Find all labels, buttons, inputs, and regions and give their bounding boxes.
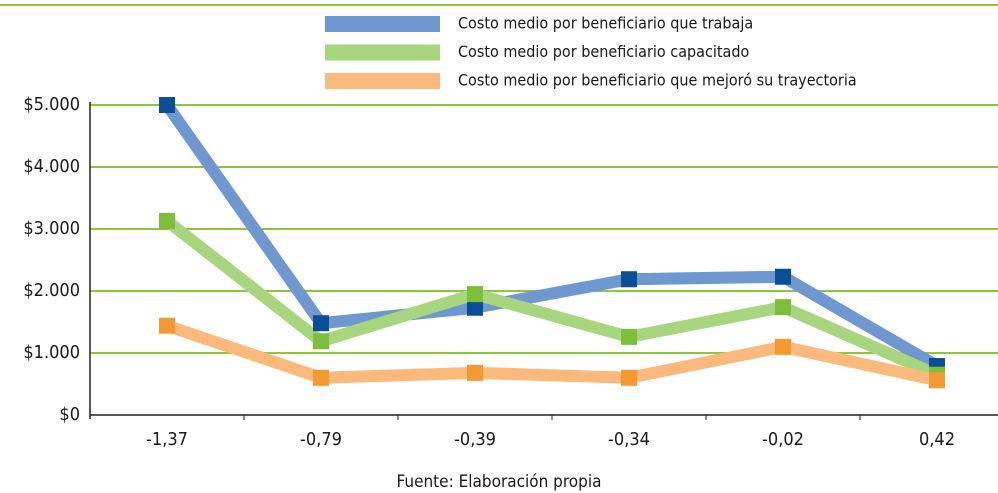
legend-swatch — [325, 73, 440, 89]
marker — [159, 97, 175, 113]
marker — [621, 328, 637, 345]
legend-label: Costo medio por beneficiario que trabaja — [458, 14, 753, 33]
marker — [467, 299, 483, 316]
legend-swatch — [325, 16, 440, 32]
x-tick-label: -0,34 — [608, 429, 650, 450]
series-line — [162, 101, 941, 372]
source: Fuente: Elaboración propia — [397, 472, 602, 492]
legend-label: Costo medio por beneficiario que mejoró … — [458, 71, 857, 90]
y-tick-label: $1.000 — [23, 342, 80, 363]
x-tick-label: -0,39 — [454, 429, 496, 450]
x-tick-label: -0,02 — [762, 429, 804, 450]
x-tick-label: -1,37 — [146, 429, 188, 450]
y-tick-label: $2.000 — [23, 280, 80, 301]
series-line — [165, 320, 939, 387]
series-line — [163, 216, 940, 381]
marker — [621, 369, 637, 386]
marker — [775, 299, 791, 316]
y-tick-label: $0 — [59, 404, 80, 425]
marker — [159, 317, 175, 334]
marker — [467, 364, 483, 381]
legend-label: Costo medio por beneficiario capacitado — [458, 42, 749, 61]
x-tick-label: -0,79 — [300, 429, 342, 450]
marker — [467, 286, 483, 303]
marker — [621, 271, 637, 288]
marker — [929, 372, 945, 389]
y-tick-label: $5.000 — [23, 94, 80, 115]
marker — [313, 315, 329, 332]
y-tick-label: $3.000 — [23, 218, 80, 239]
marker — [313, 333, 329, 350]
marker — [775, 268, 791, 285]
labels: $0 $1.000 $2.000 $3.000 $4.000 $5.000 -1,37 -0,… — [23, 14, 955, 451]
x-tick-label: 0,42 — [919, 429, 955, 450]
legend-swatch — [325, 44, 440, 61]
lines — [159, 97, 945, 389]
y-tick-label: $4.000 — [23, 156, 80, 177]
marker — [775, 338, 791, 355]
marker — [159, 212, 175, 229]
marker — [313, 369, 329, 386]
